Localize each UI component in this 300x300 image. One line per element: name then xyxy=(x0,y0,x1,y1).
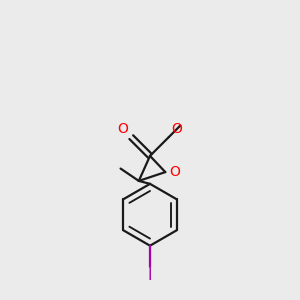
Text: I: I xyxy=(148,268,152,284)
Text: O: O xyxy=(169,165,180,179)
Text: O: O xyxy=(117,122,128,136)
Text: O: O xyxy=(172,122,183,136)
